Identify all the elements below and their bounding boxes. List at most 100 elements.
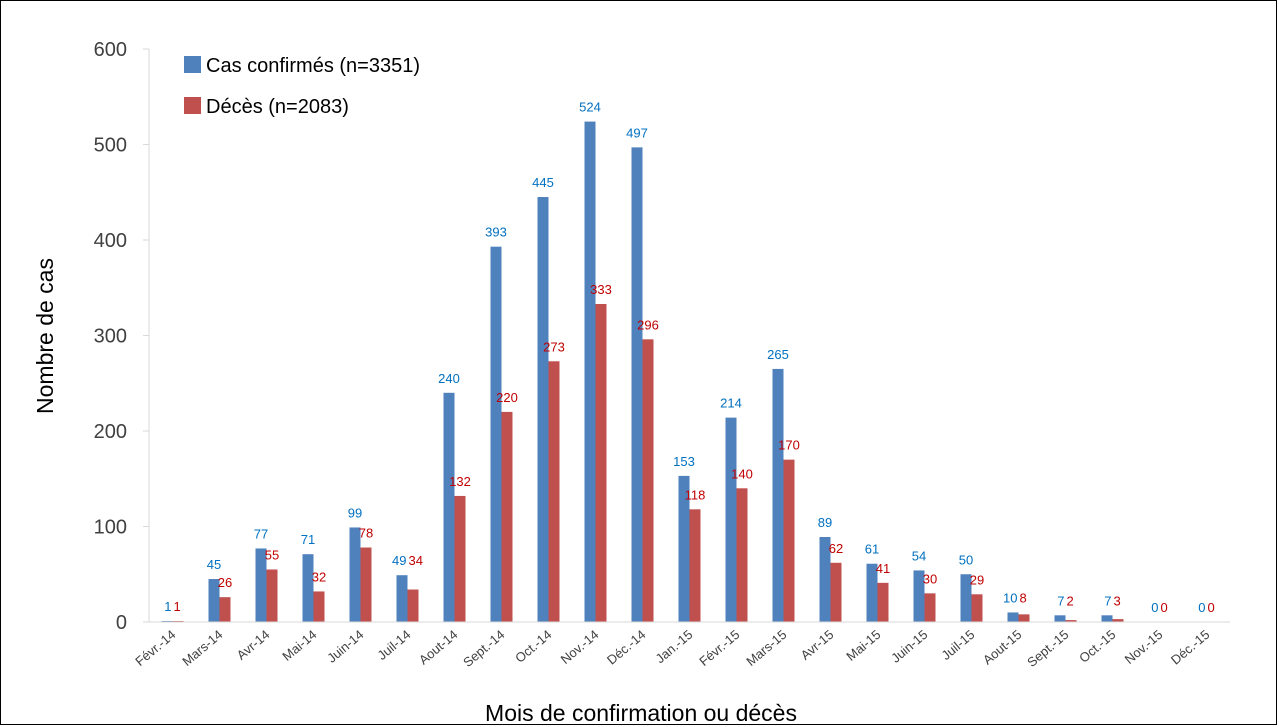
bars — [161, 121, 1124, 623]
bar-cas-confirmes — [678, 475, 690, 622]
x-tick-label: Nov.-15 — [1122, 627, 1166, 667]
data-label-deces: 34 — [409, 553, 423, 568]
x-tick-label: Nov.-14 — [558, 627, 602, 667]
bar-deces — [642, 339, 654, 622]
data-label-deces: 0 — [1161, 600, 1168, 615]
x-tick-label: Mars-14 — [179, 627, 225, 669]
bar-cas-confirmes — [725, 417, 737, 622]
bar-cas-confirmes — [1101, 615, 1113, 622]
bar-deces — [595, 303, 607, 622]
bar-cas-confirmes — [772, 368, 784, 622]
bar-deces — [501, 411, 513, 622]
data-label-deces: 32 — [312, 569, 326, 584]
bar-cas-confirmes — [631, 147, 643, 623]
bar-deces — [971, 594, 983, 622]
bar-cas-confirmes — [396, 575, 408, 622]
bar-cas-confirmes — [1054, 615, 1066, 622]
data-label-deces: 0 — [1208, 600, 1215, 615]
x-tick-label: Avr-14 — [234, 627, 273, 663]
y-tick-label: 500 — [94, 135, 127, 157]
data-label-deces: 140 — [731, 466, 753, 481]
x-axis: Févr.-14 Mars-14 Avr-14 Mai-14 Juin-14 Juil-1… — [132, 621, 1230, 670]
x-axis-title: Mois de confirmation ou décès — [485, 700, 797, 726]
data-label-deces: 132 — [449, 474, 471, 489]
data-label-deces: 273 — [543, 339, 565, 354]
data-label-cas-confirmes: 445 — [532, 175, 554, 190]
data-label-cas-confirmes: 99 — [348, 505, 362, 520]
data-label-cas-confirmes: 61 — [865, 542, 879, 557]
y-tick-label: 300 — [94, 326, 127, 348]
x-tick-label: Avr-15 — [798, 627, 837, 663]
bar-deces — [783, 459, 795, 622]
x-tick-label: Juil-15 — [938, 627, 977, 663]
bar-deces — [454, 495, 466, 622]
data-label-deces: 41 — [876, 561, 890, 576]
data-label-cas-confirmes: 153 — [673, 454, 695, 469]
bar-deces — [313, 591, 325, 622]
data-label-deces: 30 — [923, 571, 937, 586]
bar-cas-confirmes — [208, 579, 220, 622]
data-label-cas-confirmes: 1 — [164, 599, 171, 614]
bar-deces — [689, 509, 701, 622]
x-tick-label: Déc.-14 — [604, 627, 649, 668]
data-label-deces: 29 — [970, 572, 984, 587]
bar-cas-confirmes — [960, 574, 972, 622]
bar-deces — [1018, 614, 1030, 622]
data-label-cas-confirmes: 71 — [301, 532, 315, 547]
bar-cas-confirmes — [302, 554, 314, 622]
x-tick-label: Févr.-14 — [132, 627, 178, 669]
bar-cas-confirmes — [537, 197, 549, 622]
x-tick-label: Mai-15 — [843, 627, 883, 664]
y-tick-label: 600 — [94, 39, 127, 61]
data-label-cas-confirmes: 240 — [438, 371, 460, 386]
data-label-deces: 118 — [685, 487, 706, 502]
data-label-deces: 333 — [590, 282, 612, 297]
bar-deces — [219, 597, 231, 622]
x-tick-label: Oct.-14 — [512, 627, 554, 666]
data-label-deces: 220 — [496, 390, 518, 405]
data-label-cas-confirmes: 10 — [1003, 590, 1017, 605]
bar-cas-confirmes — [819, 537, 831, 622]
bar-deces — [736, 488, 748, 622]
legend-swatch-deces — [184, 97, 201, 114]
bar-cas-confirmes — [584, 121, 596, 622]
data-label-cas-confirmes: 45 — [207, 557, 221, 572]
x-tick-label: Févr.-15 — [696, 627, 742, 669]
x-tick-label: Oct.-15 — [1076, 627, 1118, 666]
data-label-cas-confirmes: 50 — [959, 552, 973, 567]
data-label-cas-confirmes: 0 — [1198, 600, 1205, 615]
data-label-cas-confirmes: 54 — [912, 548, 926, 563]
data-label-cas-confirmes: 497 — [626, 125, 648, 140]
x-tick-label: Juil-14 — [374, 627, 413, 663]
y-tick-label: 0 — [116, 612, 127, 634]
bar-deces — [266, 569, 278, 622]
x-tick-label: Jan.-15 — [653, 627, 696, 666]
bar-deces — [360, 547, 372, 622]
data-label-deces: 170 — [778, 438, 800, 453]
legend-label-deces: Décès (n=2083) — [206, 96, 349, 118]
data-label-deces: 1 — [174, 599, 181, 614]
y-axis-title: Nombre de cas — [32, 258, 58, 414]
legend: Cas confirmés (n=3351) Décès (n=2083) — [184, 55, 420, 118]
x-tick-label: Mai-14 — [279, 627, 319, 664]
bar-deces — [924, 593, 936, 622]
bar-cas-confirmes — [490, 246, 502, 622]
y-tick-label: 100 — [94, 517, 127, 539]
data-label-deces: 26 — [218, 575, 232, 590]
y-tick-label: 400 — [94, 230, 127, 252]
x-tick-label: Aout-14 — [416, 627, 461, 668]
x-tick-label: Aout-15 — [980, 627, 1025, 668]
data-label-deces: 296 — [637, 317, 659, 332]
bar-cas-confirmes — [255, 548, 267, 622]
bar-cas-confirmes — [913, 570, 925, 622]
data-label-deces: 78 — [359, 526, 373, 541]
data-label-cas-confirmes: 214 — [720, 396, 742, 411]
x-tick-label: Déc.-15 — [1168, 627, 1213, 668]
data-label-deces: 2 — [1067, 593, 1074, 608]
x-tick-label: Juin-15 — [888, 627, 930, 666]
bar-cas-confirmes — [349, 527, 361, 622]
bar-deces — [1112, 619, 1124, 622]
